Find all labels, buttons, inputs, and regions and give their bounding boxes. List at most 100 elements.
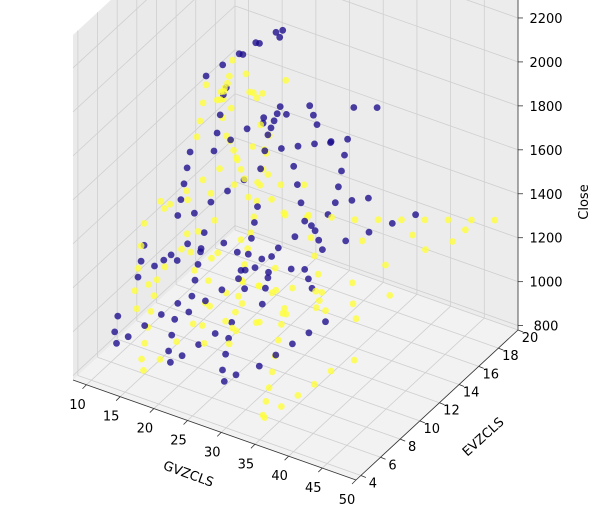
data-point (199, 99, 207, 107)
grid-line (72, 5, 236, 157)
data-point (322, 318, 329, 326)
data-point (207, 189, 215, 197)
data-point (157, 311, 165, 318)
y-tick-label: 10 (424, 422, 441, 437)
data-point (252, 319, 260, 326)
x-tick-label: 30 (204, 445, 221, 460)
grid-line (288, 305, 451, 457)
floor-pane (73, 230, 518, 480)
grid-line (322, 317, 485, 469)
data-point (225, 334, 233, 342)
data-point (174, 212, 182, 219)
data-point (305, 211, 312, 219)
data-point (235, 275, 242, 283)
z-tick-label: 1800 (529, 100, 562, 115)
data-point (111, 328, 119, 336)
data-point (193, 133, 201, 141)
data-point (237, 236, 245, 244)
data-point (160, 205, 168, 212)
data-point (214, 249, 222, 257)
tick-mark (439, 402, 445, 406)
data-point (349, 279, 356, 287)
x-tick-label: 15 (103, 410, 120, 425)
z-tick-label: 1200 (529, 232, 562, 247)
data-point (237, 166, 245, 173)
data-point (191, 276, 199, 284)
tick-mark (250, 444, 256, 449)
data-point (342, 237, 350, 245)
y-axis-label: EVZCLS (460, 415, 508, 460)
data-point (167, 358, 174, 366)
data-point (283, 111, 290, 118)
data-point (229, 56, 236, 64)
data-point (161, 263, 169, 271)
data-point (140, 367, 147, 374)
data-point (133, 305, 141, 313)
data-point (165, 347, 173, 355)
y-tick-label: 16 (482, 367, 499, 382)
x-tick-label: 40 (271, 469, 288, 484)
data-point (386, 292, 394, 299)
data-point (160, 256, 168, 264)
data-point (198, 322, 206, 329)
data-point (256, 40, 263, 47)
data-point (244, 245, 252, 253)
tick-mark (115, 396, 121, 401)
y-tick-label: 20 (522, 331, 539, 346)
y-tick-label: 12 (443, 404, 460, 419)
data-point (319, 246, 326, 254)
data-point (191, 209, 198, 217)
data-point (301, 217, 309, 225)
data-point (199, 176, 207, 184)
data-point (307, 234, 315, 242)
z-tick-label: 1600 (529, 144, 562, 159)
z-tick-label: 1000 (529, 276, 562, 291)
data-point (421, 216, 429, 224)
data-point (305, 275, 312, 283)
y-tick-label: 18 (502, 349, 519, 364)
data-point (268, 253, 275, 260)
data-point (265, 268, 272, 276)
data-point (151, 262, 158, 270)
grid-line (234, 229, 519, 331)
data-point (267, 124, 275, 132)
data-point (187, 248, 195, 256)
data-point (327, 367, 335, 375)
data-point (278, 145, 285, 152)
data-point (291, 233, 299, 241)
data-point (222, 350, 230, 358)
data-point (248, 234, 255, 242)
data-point (312, 304, 320, 312)
grid-line (72, 93, 236, 245)
data-point (281, 211, 289, 219)
data-point (350, 104, 358, 111)
grid-line (220, 282, 384, 433)
grid-line (117, 338, 401, 440)
data-point (382, 261, 389, 269)
data-point (232, 371, 240, 379)
grid-line (72, 225, 236, 376)
grid-line (119, 246, 283, 397)
data-point (222, 132, 230, 140)
tick-mark (498, 347, 504, 351)
data-point (233, 248, 241, 256)
data-point (183, 187, 190, 195)
z-tick-label: 2200 (529, 12, 562, 27)
x-tick-label: 10 (69, 398, 86, 413)
tick-mark (351, 479, 357, 485)
data-point (300, 181, 308, 189)
data-point (194, 261, 202, 268)
data-point (202, 297, 209, 305)
data-point (311, 227, 319, 235)
grid-line (72, 0, 147, 69)
data-point (194, 228, 202, 235)
data-point (254, 203, 261, 211)
data-point (247, 229, 255, 237)
data-point (253, 94, 261, 102)
y-tick-label: 4 (369, 476, 377, 491)
grid-line (254, 293, 418, 445)
tick-labels: 1015202530354045504681012141618208001000… (69, 12, 562, 508)
data-point (222, 317, 230, 325)
data-point (153, 276, 161, 284)
data-point (241, 175, 249, 183)
